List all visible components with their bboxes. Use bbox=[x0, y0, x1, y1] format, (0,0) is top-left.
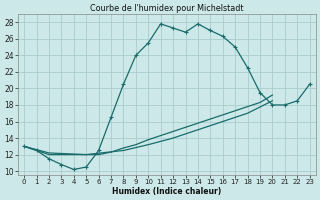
X-axis label: Humidex (Indice chaleur): Humidex (Indice chaleur) bbox=[112, 187, 221, 196]
Title: Courbe de l'humidex pour Michelstadt: Courbe de l'humidex pour Michelstadt bbox=[90, 4, 244, 13]
